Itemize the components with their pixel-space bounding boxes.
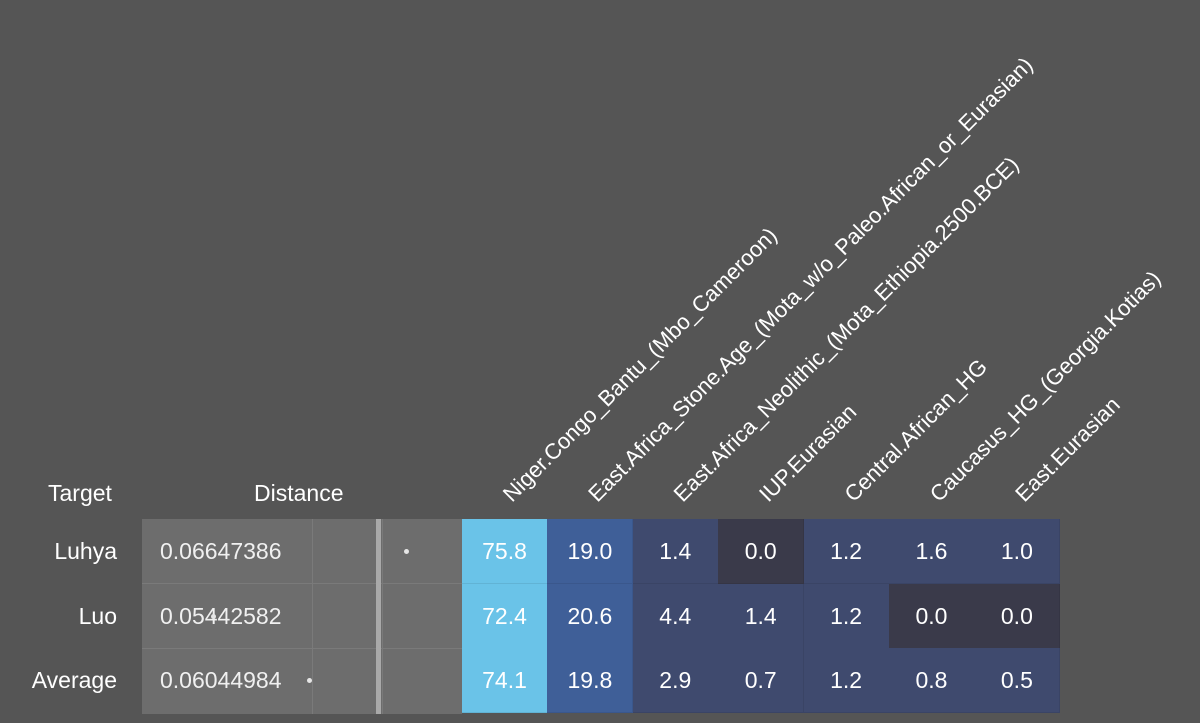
row-target-label: Average <box>31 667 117 693</box>
value-cell: 1.0 <box>974 519 1061 584</box>
value-cell: 4.4 <box>632 583 719 649</box>
distance-panel <box>142 519 462 714</box>
value-cell: 0.0 <box>889 583 975 649</box>
value-cell: 0.5 <box>974 648 1061 713</box>
value-cell: 1.2 <box>803 583 890 649</box>
value-cell: 75.8 <box>462 519 548 584</box>
value-cell: 19.8 <box>547 648 634 713</box>
value-cell: 19.0 <box>547 519 634 584</box>
value-cell: 1.2 <box>803 519 890 584</box>
distance-dot <box>403 549 409 554</box>
distance-dot <box>307 678 313 683</box>
row-target-label: Luo <box>78 602 117 629</box>
row-target-label: Luhya <box>54 538 117 564</box>
value-cell: 2.9 <box>632 648 719 713</box>
distance-reference-line <box>376 519 381 714</box>
value-cell: 0.0 <box>718 519 805 584</box>
column-header: Central.African_HG <box>839 354 992 507</box>
value-cell: 1.6 <box>889 519 975 584</box>
distance-value: 0.06647386 <box>160 538 282 564</box>
value-cell: 74.1 <box>462 648 548 713</box>
distance-value: 0.06044984 <box>160 667 282 693</box>
value-cell: 0.7 <box>718 648 805 713</box>
target-header: Target <box>48 480 112 506</box>
distance-header: Distance <box>254 480 344 506</box>
value-cell: 20.6 <box>547 583 634 649</box>
value-cell: 1.4 <box>632 519 719 584</box>
value-cell: 1.4 <box>718 583 805 649</box>
value-cell: 72.4 <box>462 583 548 649</box>
value-cell: 1.2 <box>803 648 890 713</box>
distance-value: 0.05442582 <box>160 602 282 629</box>
value-cell: 0.0 <box>974 583 1061 649</box>
value-cell: 0.8 <box>889 648 975 713</box>
distance-dot <box>210 613 216 619</box>
